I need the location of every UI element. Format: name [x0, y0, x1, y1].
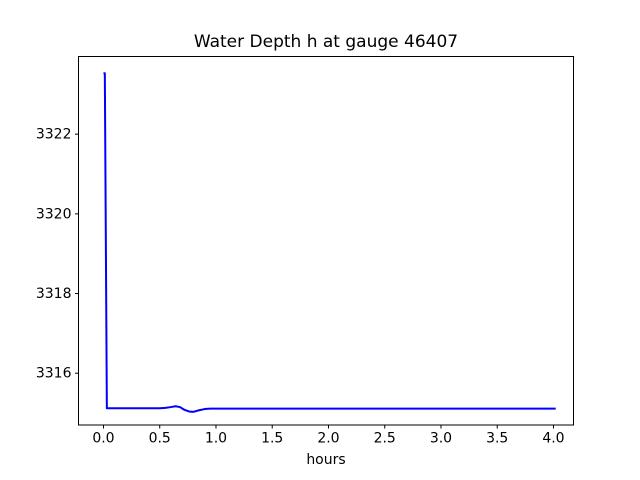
x-tick-label: 3.0: [430, 431, 452, 447]
x-tick-label: 2.0: [317, 431, 339, 447]
x-tick-label: 2.5: [374, 431, 396, 447]
y-tick-label: 3318: [36, 286, 72, 302]
x-tick-label: 0.0: [92, 431, 114, 447]
y-axis-ticks: 3316 3318 3320 3322: [36, 127, 79, 382]
plot-border: [78, 56, 574, 426]
x-tick-label: 0.5: [149, 431, 171, 447]
y-tick-label: 3320: [36, 206, 72, 222]
water-depth-line: [103, 72, 556, 413]
x-tick-label: 4.0: [542, 431, 564, 447]
y-tick-label: 3322: [36, 127, 72, 143]
x-tick-label: 1.0: [205, 431, 227, 447]
y-tick-label: 3316: [36, 366, 72, 382]
x-tick-label: 1.5: [261, 431, 283, 447]
chart-title: Water Depth h at gauge 46407: [194, 32, 458, 52]
x-axis-label: hours: [306, 452, 345, 468]
x-axis-ticks: 0.0 0.5 1.0 1.5 2.0 2.5 3.0 3.5 4.0: [92, 425, 565, 447]
x-tick-label: 3.5: [486, 431, 508, 447]
